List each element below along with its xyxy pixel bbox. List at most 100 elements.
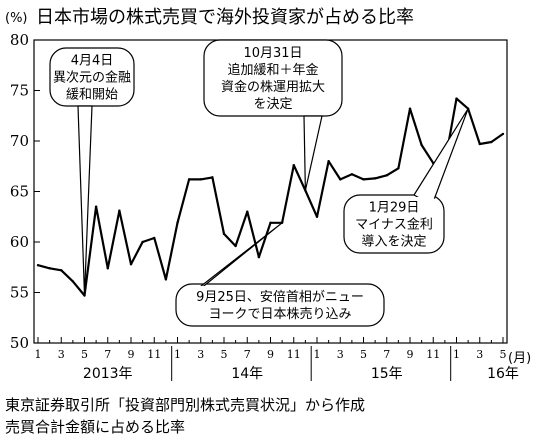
data-point [48, 267, 51, 270]
annotation-text: 緩和開始 [66, 88, 118, 103]
data-point [141, 240, 144, 244]
source-line-1: 東京証券取引所「投資部門別株式売買状況」から作成 [5, 396, 365, 414]
annotation-text: 追加緩和＋年金 [227, 62, 318, 78]
data-point [164, 278, 168, 281]
data-point [153, 236, 156, 240]
data-point [187, 178, 191, 181]
callout-pointer [77, 105, 93, 297]
x-tick-label: 1 [174, 348, 181, 361]
data-point [94, 205, 98, 208]
data-point [339, 178, 342, 181]
data-point [222, 232, 226, 236]
x-tick-label: 3 [197, 348, 204, 361]
x-tick-label: 5 [500, 348, 507, 361]
annotation-text: 資金の株運用拡大 [221, 79, 325, 95]
data-point [129, 263, 133, 266]
y-tick-label: 65 [10, 183, 29, 201]
x-tick-label: 11 [287, 348, 301, 361]
annotation-text: 導入を決定 [361, 235, 426, 250]
callout-fill [52, 50, 132, 104]
y-tick-label: 55 [10, 284, 29, 302]
x-tick-label: 9 [128, 348, 135, 361]
data-point [362, 178, 365, 181]
chart-title: 日本市場の株式売買で海外投資家が占める比率 [36, 7, 414, 28]
chart-title-group: (%) 日本市場の株式売買で海外投資家が占める比率 [5, 7, 414, 28]
data-point [478, 142, 481, 146]
y-tick-label: 70 [10, 132, 29, 150]
y-tick-label: 75 [10, 82, 29, 100]
x-tick-label: 9 [267, 348, 274, 361]
callout-fill [178, 286, 382, 324]
data-point [234, 244, 237, 248]
data-point [350, 173, 354, 176]
y-axis: 50 55 60 65 70 75 80 [10, 31, 40, 352]
data-point [408, 107, 412, 110]
data-point [385, 174, 388, 177]
annotation-text: 4月4日 [71, 54, 114, 69]
data-point [60, 269, 63, 272]
data-point [199, 178, 202, 181]
data-point [490, 140, 493, 144]
x-tick-label: 1 [35, 348, 42, 361]
data-point [373, 177, 377, 180]
x-unit-label: (月) [508, 351, 531, 366]
x-tick-label: 11 [147, 348, 161, 361]
annotation-text: 異次元の金融 [53, 70, 131, 86]
x-year-label: 15年 [371, 366, 403, 382]
x-tick-label: 7 [104, 348, 111, 361]
y-unit-label: (%) [5, 11, 28, 26]
x-tick-label: 5 [360, 348, 367, 361]
annotation-text: を決定 [253, 97, 292, 112]
annotation-text: マイナス金利 [355, 217, 433, 233]
y-tick-label: 60 [10, 233, 29, 251]
x-tick-label: 1 [314, 348, 321, 361]
data-point [315, 215, 319, 218]
x-tick-label: 3 [58, 348, 65, 361]
data-point [501, 132, 505, 136]
callout-fill [206, 42, 340, 114]
x-tick-label: 9 [407, 348, 414, 361]
annotation-text: 1月29日 [369, 201, 420, 216]
x-tick-label: 5 [221, 348, 228, 361]
x-tick-label: 3 [337, 348, 344, 361]
x-year-label: 14年 [231, 366, 263, 382]
x-tick-label: 7 [244, 348, 251, 361]
annotation-text: 10月31日 [243, 46, 302, 61]
callout-pointer [413, 108, 469, 206]
x-tick-label: 11 [426, 348, 440, 361]
data-point [246, 210, 249, 213]
data-point [327, 160, 330, 163]
x-year-label: 2013年 [83, 366, 133, 382]
x-year-label: 16年 [487, 366, 519, 382]
data-point [211, 176, 214, 179]
data-point [118, 209, 121, 212]
x-tick-label: 1 [453, 348, 460, 361]
data-point [71, 280, 75, 283]
x-tick-label: 3 [476, 348, 483, 361]
data-point [36, 264, 40, 267]
data-point [176, 221, 179, 225]
source-line-2: 売買合計金額に占める比率 [5, 418, 185, 436]
data-point [455, 97, 458, 100]
x-tick-label: 7 [383, 348, 390, 361]
y-tick-label: 80 [10, 31, 29, 49]
data-point [292, 164, 295, 167]
callout-fill [346, 197, 442, 251]
data-point [269, 221, 272, 225]
annotation-text: 9月25日、安倍首相がニュー [196, 290, 364, 305]
data-point [420, 143, 423, 147]
callout-pointer [303, 115, 323, 192]
y-tick-label: 50 [10, 334, 29, 352]
data-point [397, 167, 400, 170]
data-point [106, 267, 109, 270]
data-point [257, 255, 261, 259]
annotation-text: ヨークで日本株売り込み [208, 306, 351, 322]
x-tick-label: 5 [81, 348, 88, 361]
